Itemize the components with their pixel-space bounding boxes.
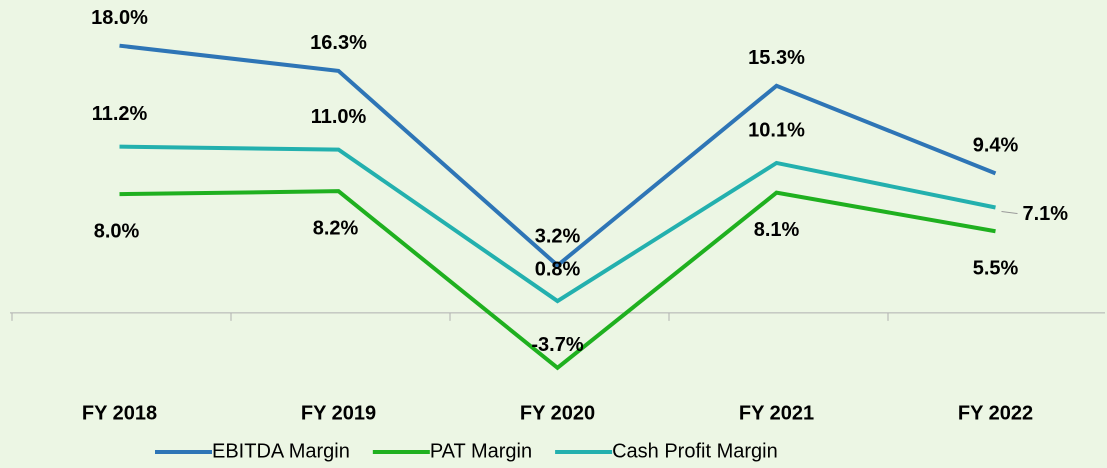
x-tick-label: FY 2018 <box>82 402 157 424</box>
x-tick-label: FY 2020 <box>520 402 595 424</box>
x-tick-label: FY 2021 <box>739 402 814 424</box>
x-tick-label: FY 2022 <box>958 402 1033 424</box>
series-line <box>119 189 996 371</box>
data-label: 16.3% <box>310 32 367 54</box>
data-label: 18.0% <box>91 7 148 29</box>
legend-label: Cash Profit Margin <box>612 440 778 462</box>
x-tick-label: FY 2019 <box>301 402 376 424</box>
data-label: 11.0% <box>311 106 367 128</box>
data-label: 7.1% <box>1023 203 1069 225</box>
data-label: 8.1% <box>754 219 800 241</box>
data-label: 9.4% <box>973 135 1019 157</box>
data-label: 5.5% <box>973 258 1019 280</box>
legend-label: EBITDA Margin <box>212 440 350 462</box>
data-label: 8.2% <box>313 217 359 239</box>
data-label: 3.2% <box>535 226 581 248</box>
data-label: 15.3% <box>748 47 805 69</box>
leader-line <box>1001 211 1018 215</box>
legend-label: PAT Margin <box>430 440 532 462</box>
series-line <box>119 144 996 304</box>
data-label: 0.8% <box>535 258 581 280</box>
data-label: 8.0% <box>94 220 140 242</box>
series-line <box>119 43 997 269</box>
data-label: -3.7% <box>531 334 583 356</box>
data-label: 10.1% <box>748 119 805 141</box>
data-label: 11.2% <box>92 103 148 125</box>
